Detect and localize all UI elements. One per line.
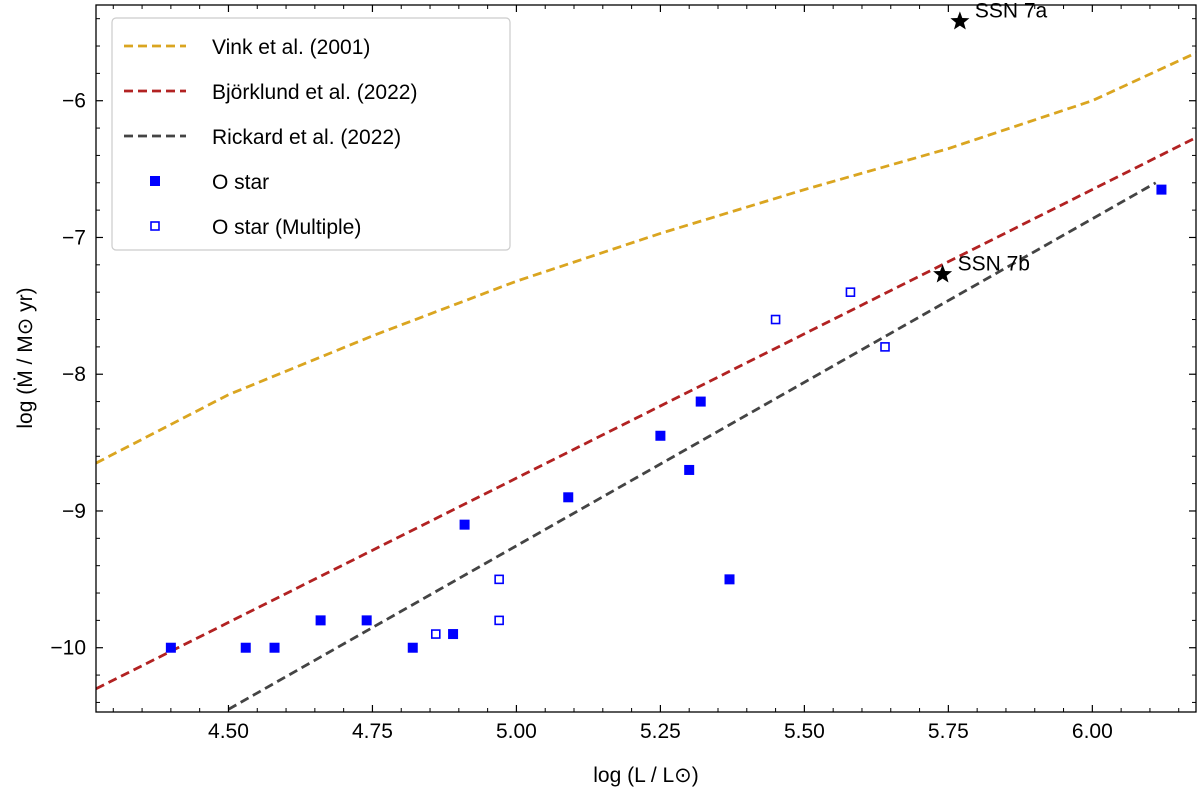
legend: Vink et al. (2001) Björklund et al. (202… [111, 17, 511, 251]
legend-label-vink: Vink et al. (2001) [212, 36, 370, 59]
y-axis-label: log (Ṁ / M⊙ yr) [14, 287, 37, 428]
o-star-point [240, 642, 251, 653]
model-line-2 [227, 181, 1157, 711]
o-star-point [165, 642, 176, 653]
o-star-point [315, 615, 326, 626]
axis-ticks: 4.50 4.75 5.00 5.25 5.50 5.75 6.00 −10 −9 −8 −7 −6 [50, 5, 1196, 743]
x-axis-label: log (L / L⊙) [593, 764, 699, 787]
o-star-point [695, 396, 706, 407]
o-star-point [407, 642, 418, 653]
model-line-1 [96, 136, 1196, 691]
x-tick-label: 5.50 [784, 720, 825, 743]
x-tick-label: 4.75 [352, 720, 393, 743]
model-lines [96, 51, 1196, 711]
model-line-0 [96, 51, 1196, 465]
star-label: SSN 7a [975, 0, 1048, 22]
o-star-multiple-point [770, 314, 781, 325]
x-tick-label: 5.25 [640, 720, 681, 743]
o-star-multiple-point [494, 615, 504, 626]
o-star-multiple-point [880, 342, 890, 352]
plot-frame [95, 4, 1197, 713]
x-tick-label: 6.00 [1072, 720, 1113, 743]
legend-label-o-star-multiple: O star (Multiple) [212, 216, 361, 239]
o-star-point [459, 519, 470, 530]
legend-label-bjorklund: Björklund et al. (2022) [212, 81, 417, 104]
o-star-point [563, 492, 574, 503]
star-marker [950, 11, 970, 30]
y-tick-label: −6 [62, 90, 86, 113]
legend-label-rickard: Rickard et al. (2022) [212, 126, 401, 149]
y-tick-label: −8 [62, 363, 86, 386]
o-star-point [269, 642, 280, 653]
o-star-point [684, 464, 695, 475]
o-star-point [448, 629, 459, 640]
o-star-point [724, 574, 735, 585]
legend-label-o-star: O star [212, 171, 269, 194]
x-tick-label: 4.50 [208, 720, 249, 743]
y-tick-label: −9 [62, 500, 86, 523]
y-tick-label: −10 [50, 637, 86, 660]
star-marker [933, 264, 953, 283]
o-star-multiple-point [845, 287, 856, 297]
x-tick-label: 5.00 [496, 720, 537, 743]
o-star-multiple-point [430, 629, 441, 639]
o-star-point [1156, 184, 1167, 195]
star-label: SSN 7b [958, 252, 1030, 275]
legend-box [111, 17, 511, 251]
y-tick-label: −7 [62, 226, 86, 249]
legend-marker-o-star [150, 176, 160, 186]
o-star-point [361, 615, 372, 626]
data-points [165, 184, 1167, 653]
o-star-multiple-point [494, 574, 504, 585]
o-star-point [655, 430, 666, 441]
x-tick-label: 5.75 [928, 720, 969, 743]
legend-marker-o-star-multiple [150, 221, 160, 231]
